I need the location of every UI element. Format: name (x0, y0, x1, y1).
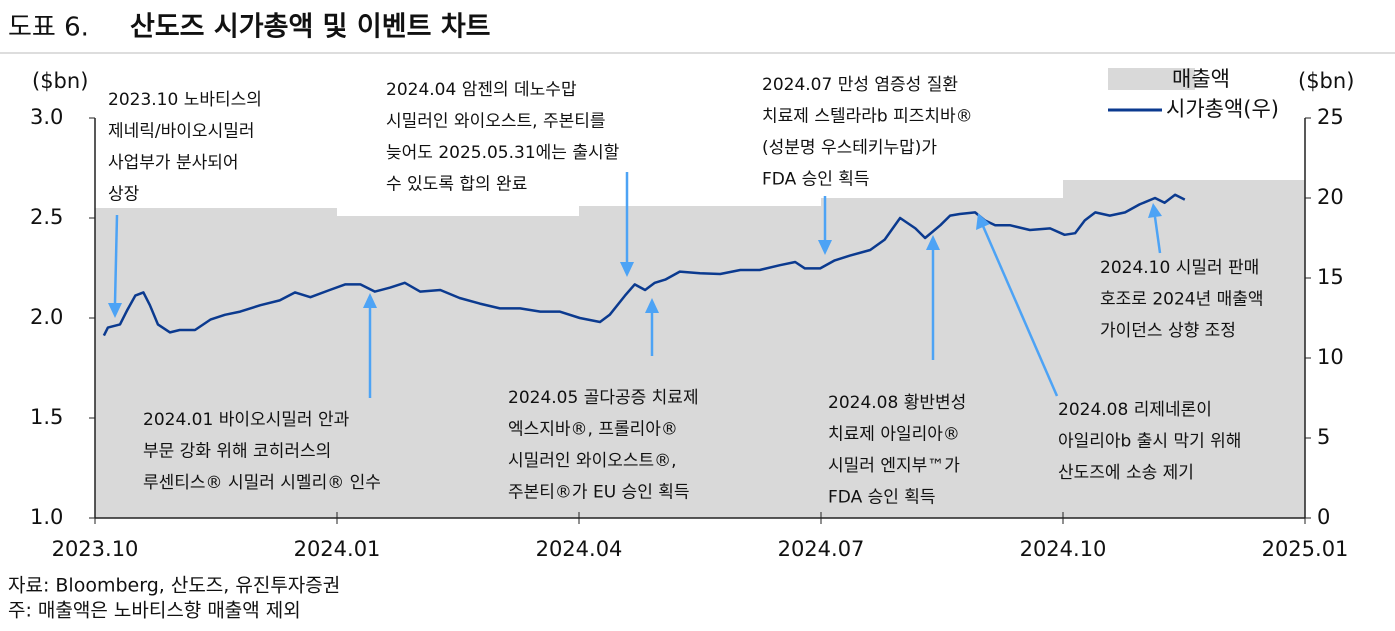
y-tick-label: 2.5 (30, 205, 63, 229)
y2-tick-label: 20 (1317, 185, 1344, 209)
x-tick-label: 2024.04 (536, 537, 623, 561)
annotation: 아일리아b 출시 막기 위해 (1058, 432, 1241, 452)
arrow-head (818, 240, 832, 255)
figure-label: 도표 6. (8, 13, 89, 43)
arrows (108, 172, 1162, 398)
annotation: 늦어도 2025.05.31에는 출시할 (386, 143, 620, 163)
market-cap-line (102, 193, 1186, 337)
x-tick-label: 2025.01 (1262, 537, 1349, 561)
annotation: 2024.08 황반변성 (828, 393, 966, 413)
y-tick-label: 3.0 (30, 105, 63, 129)
x-tick-label: 2024.10 (1020, 537, 1107, 561)
legend-label: 매출액 (1172, 67, 1230, 91)
annotation: 2023.10 노바티스의 (108, 90, 262, 110)
y2-tick-label: 15 (1317, 265, 1344, 289)
arrow (981, 225, 1059, 397)
annotation: 산도즈에 소송 제기 (1058, 463, 1194, 483)
arrow (1153, 216, 1162, 254)
plot: 2023.10 2024.01 2024.04 2024.07 2024.10 2025.… (30, 105, 1348, 561)
y-tick-label: 1.5 (30, 405, 63, 429)
legend-swatch (1108, 68, 1195, 90)
x-tick-label: 2023.10 (52, 537, 139, 561)
annotation: 2024.10 시밀러 판매 (1100, 258, 1259, 278)
note: 주: 매출액은 노바티스향 매출액 제외 (8, 600, 301, 622)
annotation: 호조로 2024년 매출액 (1100, 290, 1264, 310)
bar (1063, 180, 1305, 518)
annotation: 시밀러인 와이오스트, 주본티를 (386, 112, 606, 132)
annotation: 치료제 아일리아® (828, 425, 960, 445)
annotation: FDA 승인 획득 (828, 488, 936, 508)
annotation: (성분명 우스테키누맙)가 (762, 138, 937, 158)
annotation: 루센티스® 시밀러 시멜리® 인수 (143, 473, 381, 493)
y2-tick-label: 0 (1317, 505, 1330, 529)
annotation: 엑스지바®, 프롤리아® (508, 420, 678, 440)
annotation: 2024.01 바이오시밀러 안과 (143, 410, 350, 430)
x-tick-label: 2024.01 (294, 537, 381, 561)
y-tick-label: 1.0 (30, 505, 63, 529)
arrow-head (620, 262, 634, 277)
annotation: 치료제 스텔라라b 피즈치바® (762, 107, 973, 127)
annotation: 부문 강화 위해 코히러스의 (143, 442, 331, 462)
arrow-head (645, 298, 659, 313)
y2-tick-label: 5 (1317, 425, 1330, 449)
y2-tick-label: 10 (1317, 345, 1344, 369)
annotation: 2024.05 골다공증 치료제 (508, 388, 699, 408)
arrow-head (976, 213, 990, 230)
y2-tick-label: 25 (1317, 105, 1344, 129)
annotation: 제네릭/바이오시밀러 (108, 122, 255, 142)
arrow-head (926, 235, 940, 250)
y2-axis-label: ($bn) (1298, 69, 1354, 93)
arrow-head (363, 293, 377, 308)
bar (95, 208, 337, 518)
arrow (113, 214, 119, 304)
annotation: 수 있도록 합의 완료 (386, 175, 527, 195)
annotation: 시밀러 엔지부™가 (828, 456, 960, 476)
x-tick-label: 2024.07 (778, 537, 865, 561)
annotation: 상장 (108, 185, 140, 205)
legend-label: 시가총액(우) (1166, 97, 1279, 121)
arrow-head (108, 303, 122, 318)
annotation: 사업부가 분사되어 (108, 153, 239, 173)
arrow-head (1148, 203, 1162, 218)
y-axis-label: ($bn) (32, 69, 88, 93)
annotation: 2024.07 만성 염증성 질환 (762, 75, 958, 95)
bar (579, 206, 821, 518)
source: 자료: Bloomberg, 산도즈, 유진투자증권 (8, 575, 340, 597)
annotation: FDA 승인 획득 (762, 170, 870, 190)
annotation: 시밀러인 와이오스트®, (508, 451, 677, 471)
bar (337, 216, 579, 518)
annotation: 주본티®가 EU 승인 획득 (508, 483, 690, 503)
annotation: 2024.08 리제네론이 (1058, 400, 1212, 420)
annotation: 2024.04 암젠의 데노수맙 (386, 80, 577, 100)
annotation: 가이던스 상향 조정 (1100, 321, 1236, 341)
chart-title: 산도즈 시가총액 및 이벤트 차트 (130, 12, 491, 43)
y-tick-label: 2.0 (30, 305, 63, 329)
